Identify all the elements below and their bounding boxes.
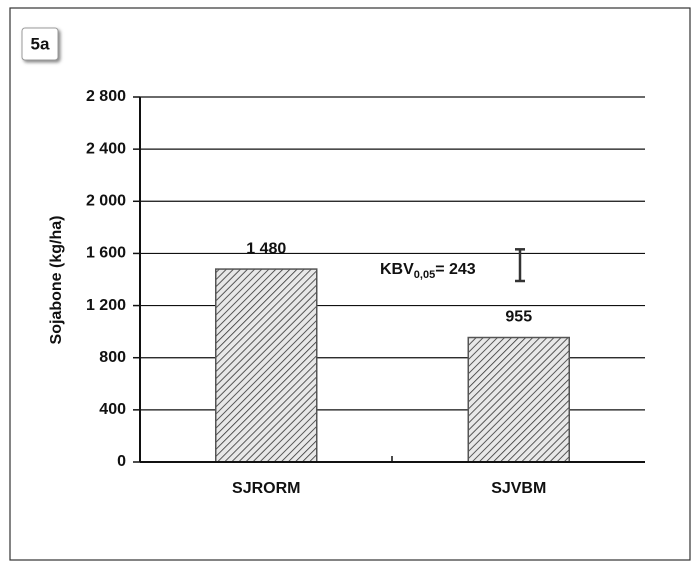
- panel-tag: 5a: [31, 34, 50, 53]
- y-tick-label: 800: [99, 349, 126, 366]
- value-label: 955: [505, 309, 532, 326]
- lsd-subscript: 0,05: [414, 269, 435, 281]
- y-axis-label: Sojabone (kg/ha): [48, 216, 65, 345]
- plot: [140, 96, 645, 463]
- lsd-label: = 243: [435, 261, 476, 278]
- y-tick-label: 1 600: [86, 245, 126, 262]
- lsd-annotation: KBV0,05= 243: [380, 248, 525, 283]
- y-tick-label: 2 800: [86, 88, 126, 105]
- y-tick-label: 400: [99, 401, 126, 418]
- x-tick-label: SJRORM: [232, 480, 300, 497]
- lsd-text: KBV0,05= 243: [380, 261, 476, 281]
- bar: [215, 268, 318, 463]
- bar: [467, 336, 570, 463]
- y-tick-label: 2 400: [86, 140, 126, 157]
- x-tick-label: SJVBM: [491, 480, 546, 497]
- frame: [9, 7, 691, 561]
- y-tick-label: 1 200: [86, 297, 126, 314]
- value-label: 1 480: [246, 240, 286, 257]
- y-tick-label: 2 000: [86, 193, 126, 210]
- panel-tag-box: [21, 27, 59, 61]
- lsd-name: KBV: [380, 261, 414, 278]
- y-tick-label: 0: [117, 453, 126, 470]
